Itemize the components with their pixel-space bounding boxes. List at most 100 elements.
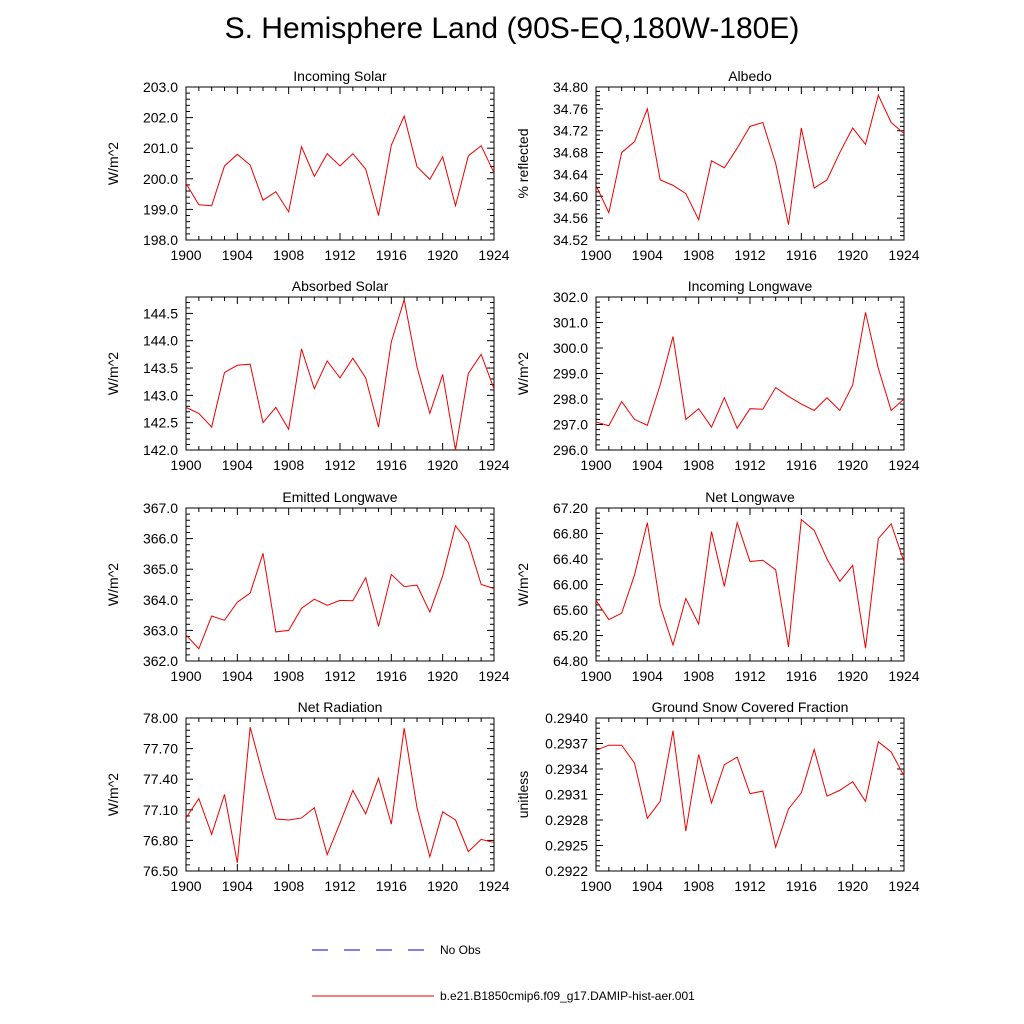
- x-tick-label: 1908: [683, 457, 714, 473]
- x-tick-label: 1924: [888, 457, 919, 473]
- x-tick-label: 1916: [786, 878, 817, 894]
- panel-incoming-longwave: 1900 1904 1908 1912 1916 1920 1924 296.0 297.0 29…: [515, 278, 920, 473]
- x-tick-label: 1912: [324, 247, 355, 263]
- plot-frame: [595, 507, 905, 662]
- y-tick-label: 0.2937: [545, 736, 588, 752]
- y-tick-label: 0.2928: [545, 812, 588, 828]
- y-axis-label: W/m^2: [515, 563, 531, 606]
- y-tick-label: 366.0: [143, 531, 178, 547]
- x-tick-label: 1908: [273, 247, 304, 263]
- y-tick-label: 301.0: [553, 315, 588, 331]
- x-tick-label: 1924: [888, 878, 919, 894]
- y-tick-label: 65.60: [553, 602, 588, 618]
- y-tick-label: 0.2934: [545, 761, 588, 777]
- panel-title: Ground Snow Covered Fraction: [652, 699, 849, 715]
- x-tick-label: 1916: [786, 457, 817, 473]
- y-tick-label: 76.50: [143, 863, 178, 879]
- y-tick-label: 66.00: [553, 577, 588, 593]
- y-tick-label: 142.0: [143, 442, 178, 458]
- y-tick-label: 66.80: [553, 526, 588, 542]
- legend-item-model: b.e21.B1850cmip6.f09_g17.DAMIP-hist-aer.…: [310, 988, 695, 1004]
- y-axis-label: W/m^2: [105, 142, 121, 185]
- y-tick-label: 76.80: [143, 832, 178, 848]
- x-tick-label: 1916: [376, 668, 407, 684]
- y-axis-label: W/m^2: [105, 773, 121, 816]
- plot-frame: [185, 296, 495, 451]
- series-line: [595, 312, 905, 430]
- page-title: S. Hemisphere Land (90S-EQ,180W-180E): [224, 12, 800, 45]
- x-tick-label: 1900: [170, 247, 201, 263]
- x-tick-label: 1900: [580, 457, 611, 473]
- plot-frame: [595, 86, 905, 241]
- x-tick-label: 1924: [478, 668, 509, 684]
- y-tick-label: 203.0: [143, 79, 178, 95]
- y-tick-label: 34.68: [553, 145, 588, 161]
- panel-title: Incoming Solar: [293, 68, 387, 84]
- y-tick-label: 299.0: [553, 366, 588, 382]
- y-tick-label: 144.0: [143, 333, 178, 349]
- legend-label: b.e21.B1850cmip6.f09_g17.DAMIP-hist-aer.…: [440, 989, 695, 1003]
- y-tick-label: 77.10: [143, 802, 178, 818]
- y-tick-label: 64.80: [553, 653, 588, 669]
- x-tick-label: 1900: [580, 247, 611, 263]
- x-tick-label: 1916: [786, 668, 817, 684]
- x-tick-label: 1900: [580, 878, 611, 894]
- plot-frame: [185, 86, 495, 241]
- x-tick-label: 1904: [632, 457, 663, 473]
- y-tick-label: 0.2925: [545, 838, 588, 854]
- x-tick-label: 1916: [376, 457, 407, 473]
- legend-item-no-obs: No Obs: [310, 942, 481, 958]
- x-tick-label: 1900: [170, 878, 201, 894]
- y-tick-label: 199.0: [143, 201, 178, 217]
- y-tick-label: 34.60: [553, 188, 588, 204]
- series-line: [185, 727, 495, 863]
- panel-albedo: 1900 1904 1908 1912 1916 1920 1924 34.52 34.56 34…: [515, 68, 920, 263]
- x-tick-label: 1920: [837, 247, 868, 263]
- x-tick-label: 1912: [324, 457, 355, 473]
- y-tick-label: 300.0: [553, 340, 588, 356]
- x-tick-label: 1916: [376, 247, 407, 263]
- y-axis-label: W/m^2: [105, 352, 121, 395]
- panel-title: Albedo: [728, 68, 772, 84]
- y-tick-label: 34.80: [553, 79, 588, 95]
- y-tick-label: 77.40: [143, 771, 178, 787]
- y-tick-label: 34.64: [553, 166, 588, 182]
- x-tick-label: 1920: [837, 668, 868, 684]
- y-tick-label: 143.0: [143, 387, 178, 403]
- y-tick-label: 365.0: [143, 561, 178, 577]
- x-tick-label: 1908: [683, 668, 714, 684]
- y-tick-label: 0.2931: [545, 787, 588, 803]
- x-tick-label: 1904: [222, 668, 253, 684]
- panel-title: Net Longwave: [705, 489, 795, 505]
- series-line: [595, 518, 905, 649]
- x-tick-label: 1920: [837, 457, 868, 473]
- x-tick-label: 1904: [222, 878, 253, 894]
- series-line: [595, 93, 905, 225]
- y-tick-label: 144.5: [143, 305, 178, 321]
- y-tick-label: 0.2940: [545, 710, 588, 726]
- panel-net-radiation: 1900 1904 1908 1912 1916 1920 1924 76.50 76.80 77…: [105, 699, 510, 894]
- series-line: [185, 524, 495, 650]
- plot-frame: [595, 296, 905, 451]
- x-tick-label: 1912: [324, 668, 355, 684]
- y-tick-label: 65.20: [553, 628, 588, 644]
- x-tick-label: 1904: [632, 668, 663, 684]
- series-line: [185, 299, 495, 451]
- panel-incoming-solar: 1900 1904 1908 1912 1916 1920 1924 198.0 199.0 20…: [105, 68, 510, 263]
- x-tick-label: 1908: [273, 878, 304, 894]
- x-tick-label: 1900: [170, 457, 201, 473]
- panel-title: Net Radiation: [298, 699, 383, 715]
- y-axis-label: W/m^2: [105, 563, 121, 606]
- y-tick-label: 67.20: [553, 500, 588, 516]
- y-tick-label: 66.40: [553, 551, 588, 567]
- y-tick-label: 298.0: [553, 391, 588, 407]
- x-tick-label: 1920: [837, 878, 868, 894]
- panel-title: Absorbed Solar: [292, 278, 389, 294]
- x-tick-label: 1912: [324, 878, 355, 894]
- legend-label: No Obs: [440, 943, 481, 957]
- x-tick-label: 1904: [222, 247, 253, 263]
- panel-net-longwave: 1900 1904 1908 1912 1916 1920 1924 64.80 65.20 65…: [515, 489, 920, 684]
- x-tick-label: 1920: [427, 878, 458, 894]
- y-tick-label: 78.00: [143, 710, 178, 726]
- y-tick-label: 34.52: [553, 232, 588, 248]
